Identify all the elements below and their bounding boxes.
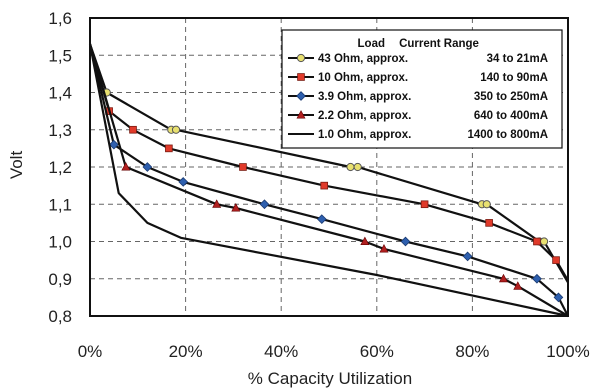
- data-point: [297, 73, 305, 81]
- y-tick-label: 1,2: [48, 158, 72, 177]
- data-point: [296, 53, 306, 63]
- legend-box: [281, 29, 563, 149]
- data-point: [259, 199, 270, 210]
- x-axis-title: % Capacity Utilization: [248, 369, 412, 388]
- legend-range-label: 140 to 90mA: [480, 72, 548, 84]
- legend-load-label: 2.2 Ohm, approx.: [318, 110, 411, 122]
- legend-item: 10 Ohm, approx. 140 to 90mA: [288, 72, 548, 84]
- data-point: [420, 200, 429, 209]
- x-tick-label: 40%: [264, 342, 298, 361]
- x-tick-label: 80%: [455, 342, 489, 361]
- x-tick-label: 60%: [360, 342, 394, 361]
- legend-item: 1.0 Ohm, approx. 1400 to 800mA: [288, 129, 548, 141]
- data-point: [533, 237, 541, 246]
- data-point: [485, 219, 493, 227]
- series-4: [88, 43, 569, 317]
- data-point: [212, 199, 222, 208]
- y-tick-label: 1,4: [48, 84, 72, 103]
- data-point: [239, 163, 247, 171]
- series-line: [88, 43, 569, 318]
- data-point: [320, 181, 329, 190]
- x-tick-label: 20%: [169, 342, 203, 361]
- legend-load-label: 3.9 Ohm, approx.: [318, 91, 411, 103]
- x-tick-label: 100%: [546, 342, 589, 361]
- data-point: [316, 214, 327, 225]
- legend: Load Current Range 43 Ohm, approx. 34 to 21…: [281, 29, 563, 149]
- legend-range-label: 350 to 250mA: [474, 91, 548, 103]
- series-5: [88, 43, 569, 318]
- x-tick-label: 0%: [78, 342, 103, 361]
- legend-range-label: 640 to 400mA: [474, 110, 548, 122]
- data-point: [178, 177, 189, 187]
- data-point: [462, 251, 473, 262]
- legend-load-label: 10 Ohm, approx.: [318, 72, 408, 84]
- data-point: [346, 162, 355, 172]
- legend-header-range: Current Range: [399, 38, 479, 50]
- y-tick-label: 1,5: [48, 46, 72, 65]
- y-tick-label: 1,0: [48, 233, 72, 252]
- data-point: [171, 125, 181, 134]
- y-tick-label: 1,1: [48, 195, 72, 214]
- plot-frame: [89, 17, 569, 317]
- legend-range-label: 1400 to 800mA: [467, 129, 548, 141]
- data-point: [353, 162, 362, 172]
- legend-load-label: 1.0 Ohm, approx.: [318, 129, 411, 141]
- data-point: [165, 144, 173, 153]
- data-point: [532, 273, 542, 284]
- data-point: [498, 273, 508, 283]
- legend-item: 3.9 Ohm, approx. 350 to 250mA: [288, 91, 548, 103]
- data-point: [540, 237, 549, 246]
- data-point: [296, 110, 306, 119]
- data-point: [513, 281, 523, 290]
- data-point: [231, 203, 241, 212]
- data-point: [400, 236, 411, 247]
- legend-item: 2.2 Ohm, approx. 640 to 400mA: [288, 110, 548, 122]
- data-point: [109, 139, 119, 150]
- series-3: [88, 43, 569, 317]
- y-tick-label: 1,3: [48, 121, 72, 140]
- x-axis-ticks: 0% 20% 40% 60% 80% 100%: [78, 342, 590, 361]
- data-point: [129, 125, 137, 134]
- data-point: [142, 162, 153, 172]
- y-axis-title: Volt: [7, 151, 26, 180]
- data-point: [360, 236, 370, 245]
- series-layer: [88, 43, 569, 318]
- y-tick-label: 0,8: [48, 307, 72, 326]
- y-axis-ticks: 0,8 0,9 1,0 1,1 1,2 1,3 1,4 1,5 1,6: [48, 9, 72, 326]
- data-point: [553, 292, 564, 303]
- y-tick-label: 0,9: [48, 270, 72, 289]
- legend-load-label: 43 Ohm, approx.: [318, 53, 408, 65]
- legend-header-load: Load: [358, 38, 385, 50]
- data-point: [296, 91, 306, 101]
- y-tick-label: 1,6: [48, 9, 72, 28]
- data-point: [482, 200, 491, 209]
- data-point: [379, 244, 389, 253]
- data-point: [121, 162, 131, 171]
- legend-item: 43 Ohm, approx. 34 to 21mA: [288, 53, 548, 65]
- data-point: [552, 256, 560, 264]
- legend-range-label: 34 to 21mA: [487, 53, 548, 65]
